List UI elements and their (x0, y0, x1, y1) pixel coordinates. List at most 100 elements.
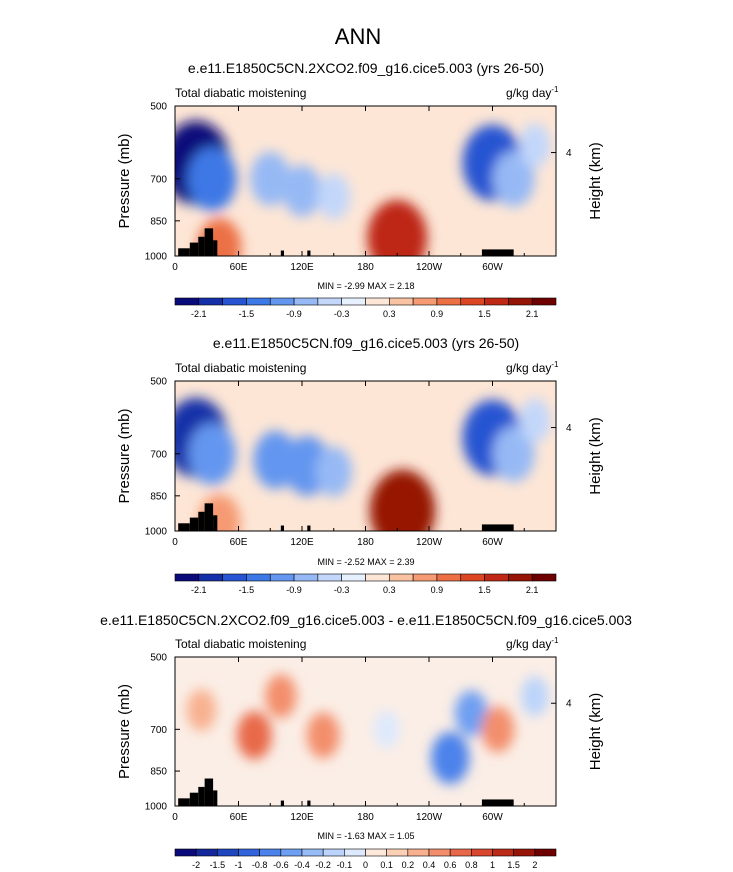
panel-bottom: e.e11.E1850C5CN.2XCO2.f09_g16.cice5.003 … (100, 612, 632, 870)
colorbar-box (389, 297, 414, 306)
colorbar-box (365, 297, 390, 306)
contour-plot: 0 60E 120E 180 120W 60W 500 700 850 1000 4 Pressure… (116, 377, 604, 549)
x-tick-label: 120E (290, 262, 314, 273)
colorbar-label: 0.9 (431, 585, 444, 595)
colorbar-box (531, 573, 557, 582)
panel-title: e.e11.E1850C5CN.f09_g16.cice5.003 (yrs 2… (213, 335, 519, 351)
colorbar: -2.1 -1.5 -0.9 -0.3 0.3 0.9 1.5 2.1 (174, 297, 557, 319)
colorbar: -2 -1.5 -1 -0.8 -0.6 -0.4 -0.2 -0.1 0 0.1 0.2 0.4 0.… (174, 848, 557, 870)
colorbar: -2.1 -1.5 -0.9 -0.3 0.3 0.9 1.5 2.1 (174, 573, 557, 595)
contour-feature (519, 123, 551, 168)
terrain-mask (307, 525, 311, 531)
colorbar-label: -1 (234, 860, 242, 870)
colorbar-box (222, 297, 247, 306)
colorbar-label: 0.3 (383, 585, 396, 595)
figure-title: ANN (335, 24, 381, 49)
minmax-label: MIN = -2.99 MAX = 2.18 (317, 281, 414, 291)
contour-feature (265, 674, 297, 719)
colorbar-box (198, 573, 223, 582)
terrain-mask (198, 511, 205, 531)
colorbar-label: -1.5 (239, 585, 255, 595)
terrain-mask (178, 523, 190, 531)
contour-feature (481, 706, 515, 753)
colorbar-label: 0.4 (423, 860, 436, 870)
colorbar-box (484, 297, 509, 306)
contour-feature (519, 398, 551, 443)
panel-middle: e.e11.E1850C5CN.f09_g16.cice5.003 (yrs 2… (116, 335, 604, 595)
minmax-label: MIN = -2.52 MAX = 2.39 (317, 557, 414, 567)
colorbar-box (365, 848, 387, 857)
colorbar-box (412, 297, 438, 306)
y-axis-title: Pressure (mb) (116, 684, 133, 779)
terrain-mask (204, 778, 214, 806)
colorbar-box (246, 573, 271, 582)
terrain-mask (198, 236, 205, 256)
colorbar-box (534, 848, 557, 857)
colorbar-box (174, 297, 200, 306)
colorbar-box (449, 848, 472, 857)
colorbar-label: -2.1 (191, 585, 207, 595)
colorbar-box (513, 848, 536, 857)
colorbar-label: 0.2 (402, 860, 415, 870)
colorbar-box (428, 848, 451, 857)
colorbar-box (460, 573, 485, 582)
terrain-mask (178, 798, 190, 806)
contour-feature (454, 690, 488, 737)
x-tick-label: 180 (357, 537, 374, 548)
x-tick-label: 120W (416, 537, 443, 548)
colorbar-label: 2.1 (526, 309, 539, 319)
colorbar-label: -0.8 (252, 860, 268, 870)
colorbar-box (412, 573, 438, 582)
x-tick-label: 60W (482, 812, 503, 823)
colorbar-label: 1 (490, 860, 495, 870)
colorbar-label: 1.5 (507, 860, 520, 870)
variable-label: Total diabatic moistening (175, 637, 306, 651)
colorbar-box (269, 573, 295, 582)
y-right-tick-label: 4 (566, 699, 572, 710)
terrain-mask (189, 517, 199, 531)
contour-feature (521, 676, 549, 717)
colorbar-box (198, 297, 223, 306)
terrain-mask (178, 248, 190, 256)
colorbar-box (341, 297, 366, 306)
contour-feature (492, 425, 535, 482)
x-tick-label: 60E (230, 537, 248, 548)
colorbar-box (460, 297, 485, 306)
colorbar-label: 0 (363, 860, 368, 870)
colorbar-label: -2.1 (191, 309, 207, 319)
terrain-mask (213, 515, 218, 531)
colorbar-box (344, 848, 366, 857)
colorbar-box (174, 848, 197, 857)
x-tick-label: 120W (416, 812, 443, 823)
colorbar-label: -0.9 (286, 309, 302, 319)
y-axis-title: Pressure (mb) (116, 408, 133, 503)
terrain-mask (198, 786, 205, 806)
colorbar-label: -0.9 (286, 585, 302, 595)
contour-feature (306, 712, 340, 759)
colorbar-box (217, 848, 239, 857)
colorbar-label: -1.5 (239, 309, 255, 319)
terrain-mask (481, 799, 514, 806)
colorbar-box (280, 848, 303, 857)
contour-plot: 0 60E 120E 180 120W 60W 500 700 850 1000 4 Pressure… (116, 102, 604, 274)
colorbar-box (293, 573, 319, 582)
contour-feature (186, 689, 217, 732)
contour-feature (373, 710, 400, 749)
terrain-mask (307, 250, 311, 256)
x-tick-label: 0 (172, 812, 178, 823)
terrain-mask (189, 792, 199, 806)
units-label: g/kg day-1 (506, 636, 559, 651)
x-tick-label: 120W (416, 262, 443, 273)
terrain-mask (280, 250, 285, 256)
colorbar-label: 0.6 (444, 860, 457, 870)
colorbar-label: -0.3 (334, 309, 350, 319)
colorbar-label: -0.1 (337, 860, 353, 870)
y-right-axis-title: Height (km) (587, 417, 604, 495)
x-tick-label: 180 (357, 262, 374, 273)
x-tick-label: 60E (230, 812, 248, 823)
contour-feature (188, 422, 236, 485)
y-tick-label: 1000 (145, 527, 168, 538)
x-tick-label: 60W (482, 262, 503, 273)
colorbar-box (341, 573, 366, 582)
